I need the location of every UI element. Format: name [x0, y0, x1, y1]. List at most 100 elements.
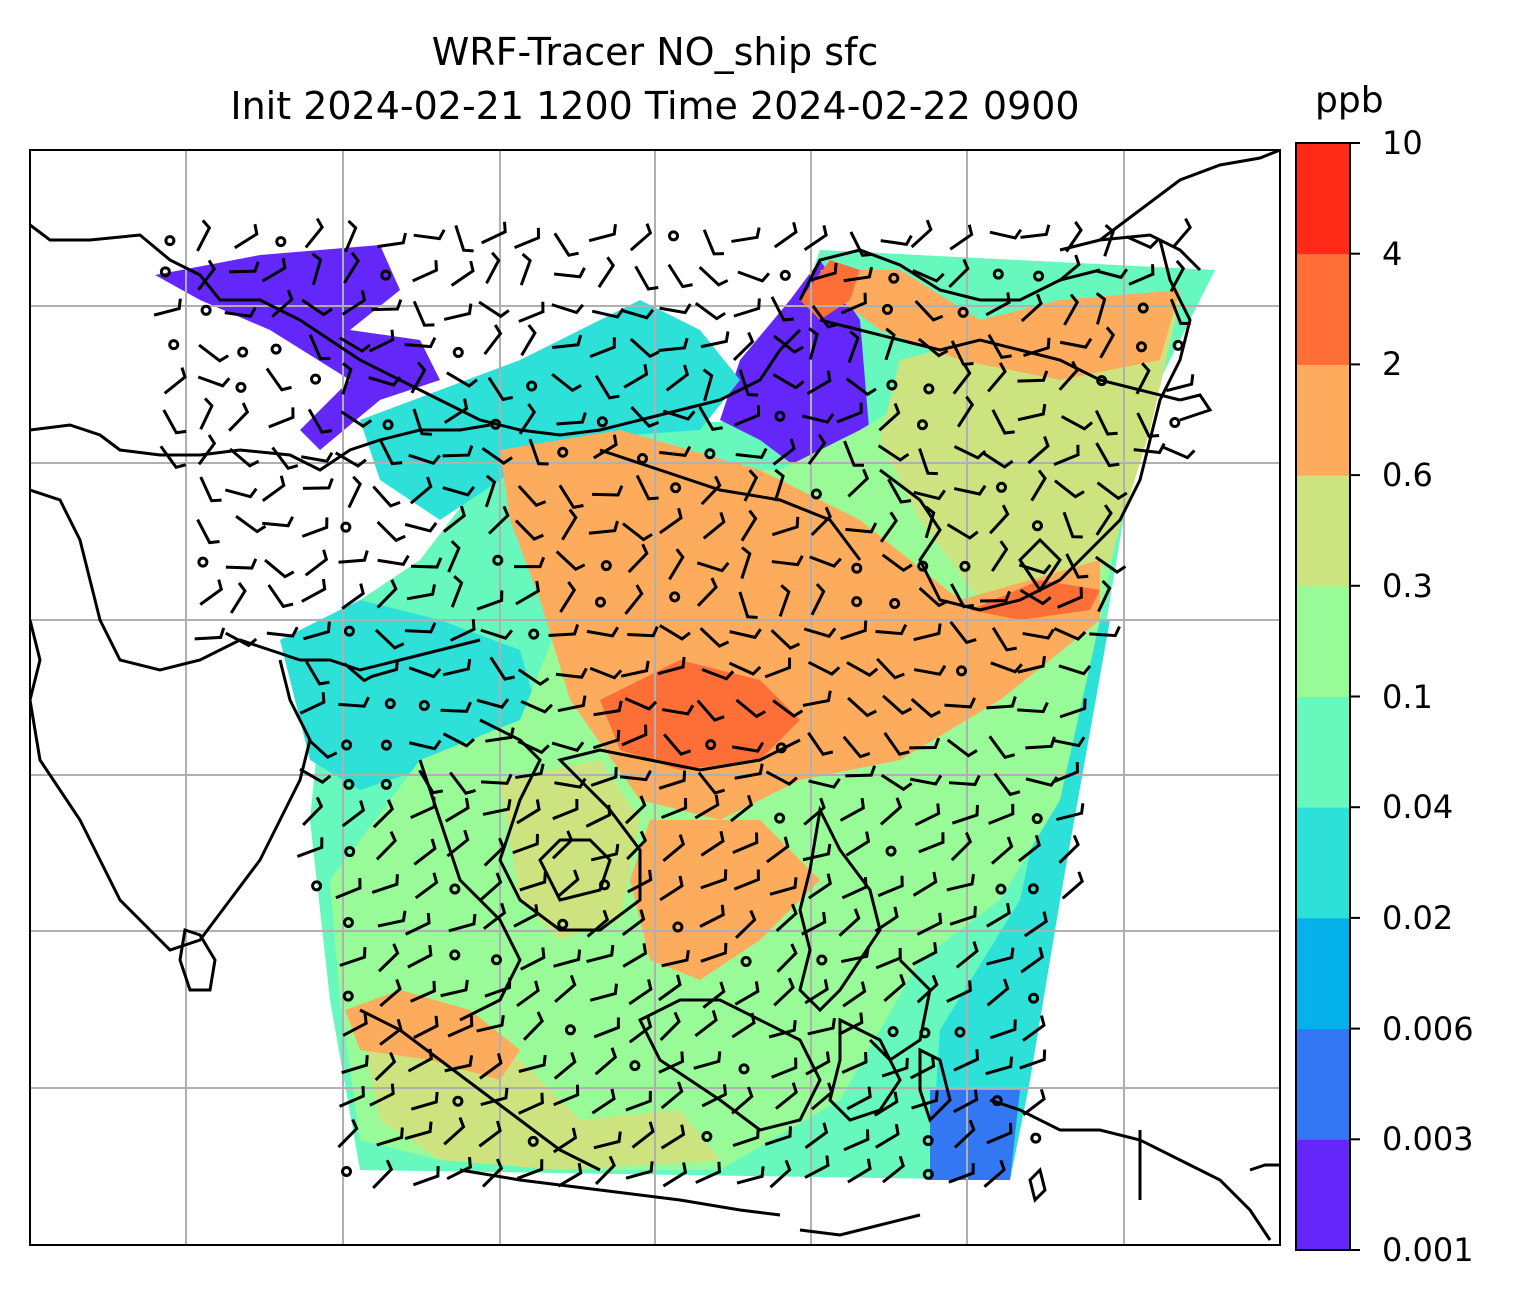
wind-barb	[404, 521, 438, 533]
wind-barb	[804, 1155, 830, 1179]
wind-barb	[918, 587, 949, 608]
wind-barb	[659, 445, 692, 458]
wind-barb	[369, 1083, 395, 1107]
wind-barb	[625, 1161, 654, 1180]
wind-barb	[518, 1054, 547, 1073]
wind-barb	[337, 1118, 359, 1149]
wind-barb	[847, 330, 860, 363]
wind-barb	[953, 1049, 980, 1072]
wind-barb	[412, 260, 438, 283]
wind-barb	[344, 219, 358, 253]
wind-barb	[478, 1120, 502, 1148]
wind-barb	[912, 871, 938, 897]
wind-barb	[946, 523, 979, 540]
wind-barb	[484, 977, 512, 998]
wind-barb	[515, 763, 545, 780]
wind-barb	[950, 340, 974, 366]
calm-wind-marker	[995, 481, 1007, 493]
wind-barb	[442, 732, 476, 748]
colorbar-segment	[1296, 253, 1350, 365]
wind-barb	[773, 334, 804, 354]
wind-barb	[513, 904, 539, 928]
wind-barb	[1169, 298, 1191, 325]
wind-barb	[991, 540, 1009, 572]
wind-barb	[304, 217, 324, 249]
wind-barb	[1095, 292, 1107, 325]
wind-barb	[810, 506, 832, 536]
colorbar-tick-label: 0.001	[1382, 1231, 1474, 1269]
wind-barb	[516, 799, 541, 825]
wind-barb	[769, 877, 798, 896]
calm-wind-marker	[197, 556, 209, 568]
wind-barb	[910, 697, 941, 718]
wind-barb	[1053, 627, 1087, 641]
calm-wind-marker	[738, 1063, 750, 1075]
wind-barb	[843, 1129, 870, 1152]
calm-wind-marker	[490, 954, 502, 966]
calm-wind-marker	[452, 1095, 464, 1107]
wind-barb	[658, 1051, 685, 1074]
wind-barb	[985, 292, 1011, 317]
wind-barb	[338, 550, 369, 564]
wind-barb	[588, 520, 619, 535]
wind-barb	[408, 453, 441, 466]
wind-barb	[299, 767, 332, 785]
calm-wind-marker	[1135, 341, 1147, 353]
calm-wind-marker	[701, 1130, 713, 1142]
wind-barb	[311, 252, 323, 286]
wind-barb	[407, 944, 433, 969]
wind-barb	[627, 869, 653, 894]
wind-barb	[557, 1162, 583, 1188]
wind-barb	[590, 766, 618, 787]
wind-barb	[1022, 1015, 1046, 1042]
wind-barb	[662, 834, 686, 862]
wind-barb	[841, 1051, 868, 1074]
wind-barb	[405, 912, 431, 936]
wind-barb	[1052, 762, 1079, 784]
wind-barb	[731, 227, 761, 243]
wind-barb	[480, 1087, 509, 1107]
wind-barb	[1020, 224, 1051, 239]
wind-barb	[743, 469, 759, 502]
wind-barb	[304, 549, 329, 577]
calm-wind-marker	[668, 230, 680, 242]
wind-barb	[845, 377, 877, 397]
wind-barb	[808, 873, 833, 900]
wind-barb	[732, 1127, 760, 1148]
colorbar-tick-label: 2	[1382, 345, 1403, 384]
wind-barb	[772, 699, 804, 718]
calm-wind-marker	[384, 698, 396, 710]
wind-barb	[631, 1121, 655, 1149]
wind-barb	[586, 909, 610, 938]
wind-barb	[555, 550, 586, 571]
wind-barb	[736, 1166, 765, 1185]
wind-barb	[410, 796, 436, 819]
wind-barb	[271, 289, 294, 318]
wind-barb	[153, 298, 182, 317]
wind-barb	[588, 223, 617, 243]
wind-barb	[482, 902, 507, 930]
wind-barb	[410, 361, 427, 394]
wind-barb	[197, 259, 217, 291]
wind-barb	[953, 484, 987, 496]
calm-wind-marker	[164, 235, 176, 247]
wind-barb	[307, 408, 333, 434]
wind-barb	[480, 872, 503, 901]
wind-barb	[334, 451, 367, 468]
wind-barb	[983, 1159, 1006, 1188]
wind-barb	[1136, 412, 1160, 438]
wind-barb	[883, 973, 906, 1003]
wind-barb	[913, 489, 946, 501]
wind-barb	[480, 628, 514, 640]
wind-barb	[593, 1131, 622, 1150]
wind-barb	[846, 661, 879, 677]
calm-wind-marker	[564, 1024, 576, 1036]
wind-barb	[338, 696, 370, 708]
wind-barb	[409, 476, 433, 505]
wind-barb	[162, 409, 187, 435]
wind-barb	[1095, 442, 1120, 468]
wind-barb	[1166, 374, 1195, 393]
calm-wind-marker	[342, 916, 354, 928]
wind-barb	[1060, 415, 1094, 431]
wind-barb	[307, 738, 338, 760]
